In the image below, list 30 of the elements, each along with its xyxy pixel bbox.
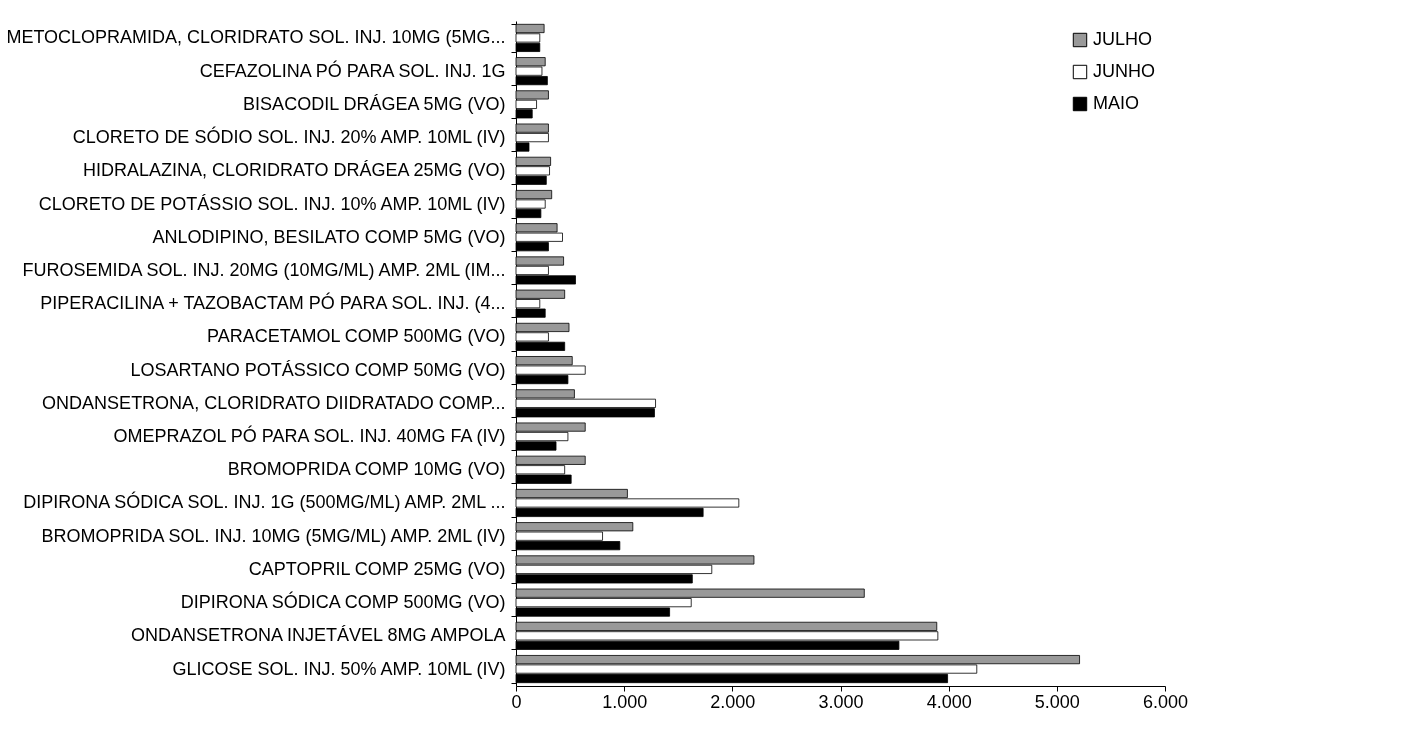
- y-tick-label: DIPIRONA SÓDICA SOL. INJ. 1G (500MG/ML) AMP. 2ML ...: [23, 491, 506, 513]
- y-tick-label: LOSARTANO POTÁSSICO COMP 50MG (VO): [130, 359, 506, 380]
- legend-label: JUNHO: [1093, 61, 1155, 81]
- x-tick-label: 5.000: [1034, 691, 1080, 712]
- x-tick-label: 3.000: [818, 691, 864, 712]
- y-tick-label: OMEPRAZOL PÓ PARA SOL. INJ. 40MG FA (IV): [113, 425, 506, 447]
- y-tick-label: ONDANSETRONA INJETÁVEL 8MG AMPOLA: [131, 625, 506, 646]
- y-tick-label: HIDRALAZINA, CLORIDRATO DRÁGEA 25MG (VO): [83, 160, 506, 181]
- y-tick-label: BROMOPRIDA SOL. INJ. 10MG (5MG/ML) AMP. 2ML (IV): [41, 525, 506, 546]
- y-tick-label: GLICOSE SOL. INJ. 50% AMP. 10ML (IV): [172, 658, 506, 679]
- x-tick-label: 6.000: [1142, 691, 1189, 712]
- y-tick-label: FUROSEMIDA SOL. INJ. 20MG (10MG/ML) AMP. 2ML (IM...: [22, 259, 506, 280]
- legend-label: JULHO: [1093, 29, 1153, 49]
- y-tick-label: CAPTOPRIL COMP 25MG (VO): [248, 558, 506, 579]
- y-tick-label: PIPERACILINA + TAZOBACTAM PÓ PARA SOL. INJ. (4...: [40, 292, 506, 314]
- y-tick-label: CLORETO DE SÓDIO SOL. INJ. 20% AMP. 10ML (IV): [72, 126, 506, 148]
- y-tick-label: BISACODIL DRÁGEA 5MG (VO): [243, 93, 506, 114]
- y-tick-label: DIPIRONA SÓDICA COMP 500MG (VO): [180, 591, 506, 613]
- y-tick-label: BROMOPRIDA COMP 10MG (VO): [227, 459, 506, 480]
- y-tick-label: METOCLOPRAMIDA, CLORIDRATO SOL. INJ. 10MG (5MG...: [6, 27, 506, 48]
- x-tick-label: 1.000: [602, 691, 648, 712]
- x-tick-label: 4.000: [926, 691, 972, 712]
- y-tick-label: ANLODIPINO, BESILATO COMP 5MG (VO): [152, 226, 506, 247]
- x-tick-label: 2.000: [710, 691, 756, 712]
- y-tick-label: ONDANSETRONA, CLORIDRATO DIIDRATADO COMP...: [42, 392, 506, 413]
- legend-label: MAIO: [1093, 93, 1140, 113]
- y-tick-label: CLORETO DE POTÁSSIO SOL. INJ. 10% AMP. 10ML (IV): [38, 193, 506, 214]
- y-tick-label: PARACETAMOL COMP 500MG (VO): [207, 326, 506, 347]
- y-tick-label: CEFAZOLINA PÓ PARA SOL. INJ. 1G: [199, 59, 506, 81]
- x-tick-label: 0: [511, 691, 522, 712]
